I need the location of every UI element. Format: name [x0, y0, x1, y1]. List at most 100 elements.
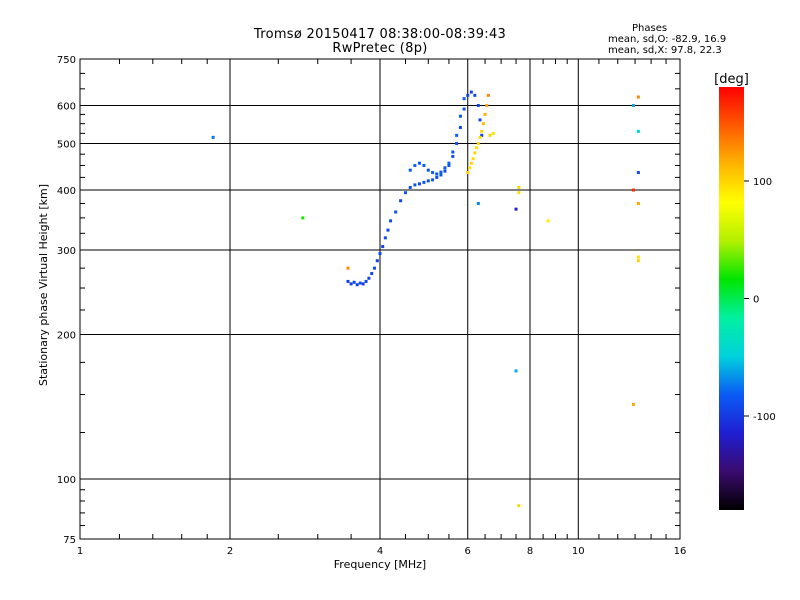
data-point-o — [361, 282, 365, 286]
data-point-x — [546, 219, 550, 223]
data-point-o — [443, 166, 447, 170]
y-tick-label: 500 — [57, 140, 76, 151]
y-tick-label: 400 — [57, 186, 76, 197]
data-point-o — [476, 201, 480, 205]
data-point-o — [355, 283, 359, 287]
data-point-o — [455, 133, 459, 137]
data-point-o — [358, 281, 362, 285]
data-points — [211, 90, 640, 508]
data-point-x — [469, 161, 473, 165]
plot-frame — [79, 58, 681, 540]
data-point-o — [455, 142, 459, 146]
colorbar-gradient — [719, 87, 744, 510]
data-point-o — [431, 171, 435, 175]
data-point-x — [481, 122, 485, 126]
data-point-o — [422, 180, 426, 184]
colorbar-tick-label: -100 — [753, 412, 776, 423]
data-point-o — [364, 279, 368, 283]
data-point-x — [468, 166, 472, 170]
data-point-o — [370, 272, 374, 276]
data-point-o — [451, 154, 455, 158]
colorbar-label: [deg] — [714, 72, 749, 87]
data-point-o — [439, 173, 443, 177]
data-point-x — [471, 157, 475, 161]
data-point-x — [488, 133, 492, 137]
data-point-o — [408, 168, 412, 172]
data-point-o — [447, 161, 451, 165]
data-point-x — [485, 104, 489, 108]
data-point-x — [480, 129, 484, 133]
colorbar-tick-label: 0 — [753, 295, 759, 306]
stats-title: Phases — [632, 23, 668, 34]
x-tick-label: 6 — [465, 546, 471, 557]
x-tick-label: 1 — [77, 546, 83, 557]
data-point-o — [413, 183, 417, 187]
data-point-o — [447, 163, 451, 167]
data-point-o — [417, 182, 421, 186]
data-point-o — [426, 179, 430, 183]
data-point-o — [473, 93, 477, 97]
data-point-x — [636, 201, 640, 205]
data-point-x — [476, 142, 480, 146]
data-point-o — [469, 90, 473, 94]
data-point-o — [389, 219, 393, 223]
data-point-o — [408, 185, 412, 189]
x-tick-label: 16 — [674, 546, 687, 557]
data-point-o — [403, 191, 407, 195]
data-point-x — [631, 188, 635, 192]
data-point-o — [352, 280, 356, 284]
data-point-x — [483, 112, 487, 116]
x-tick-label: 2 — [227, 546, 233, 557]
y-tick-label: 75 — [63, 535, 76, 546]
data-point-o — [458, 114, 462, 118]
data-point-o — [394, 210, 398, 214]
chart-title: Tromsø 20150417 08:38:00-08:39:43 — [253, 27, 507, 42]
colorbar-tick-label: 100 — [753, 177, 772, 188]
data-point-o — [378, 252, 382, 256]
data-point-o — [375, 259, 379, 263]
data-point-x — [466, 171, 470, 175]
data-point-o — [431, 178, 435, 182]
data-point-o — [631, 104, 635, 108]
data-point-o — [373, 266, 377, 270]
chart-subtitle: RwPretec (8p) — [332, 41, 428, 56]
data-point-o — [462, 97, 466, 101]
data-point-o — [346, 279, 350, 283]
data-point-x — [636, 95, 640, 99]
data-point-o — [480, 133, 484, 137]
data-point-o — [451, 150, 455, 154]
data-point-o — [399, 199, 403, 203]
data-point-o — [413, 163, 417, 167]
data-point-o — [211, 135, 215, 139]
y-tick-label: 600 — [57, 102, 76, 113]
data-point-x — [478, 135, 482, 139]
stats-x-mode: mean, sd,X: 97.8, 22.3 — [608, 45, 722, 56]
data-point-o — [514, 369, 518, 373]
x-tick-label: 8 — [527, 546, 533, 557]
grid-lines — [80, 59, 680, 539]
data-point-x — [475, 146, 479, 150]
stats-o-mode: mean, sd,O: -82.9, 16.9 — [608, 34, 727, 45]
data-point-x — [517, 185, 521, 189]
data-point-x — [346, 266, 350, 270]
data-point-x — [517, 191, 521, 195]
data-point-o — [435, 175, 439, 179]
data-point-x — [473, 151, 477, 155]
x-axis-label: Frequency [MHz] — [334, 558, 426, 571]
data-point-x — [486, 93, 490, 97]
data-point-o — [426, 168, 430, 172]
y-tick-label: 200 — [57, 331, 76, 342]
y-tick-label: 750 — [57, 55, 76, 66]
data-point-o — [478, 118, 482, 122]
data-point-x — [517, 504, 521, 508]
data-point-x — [631, 402, 635, 406]
data-point-o — [439, 170, 443, 174]
data-point-x — [636, 255, 640, 259]
data-point-o — [435, 172, 439, 176]
data-point-o — [349, 282, 353, 286]
data-point-x — [301, 216, 305, 220]
data-point-x — [636, 259, 640, 263]
data-point-o — [443, 169, 447, 173]
colorbar: [deg] 100 0 -100 — [714, 72, 776, 510]
